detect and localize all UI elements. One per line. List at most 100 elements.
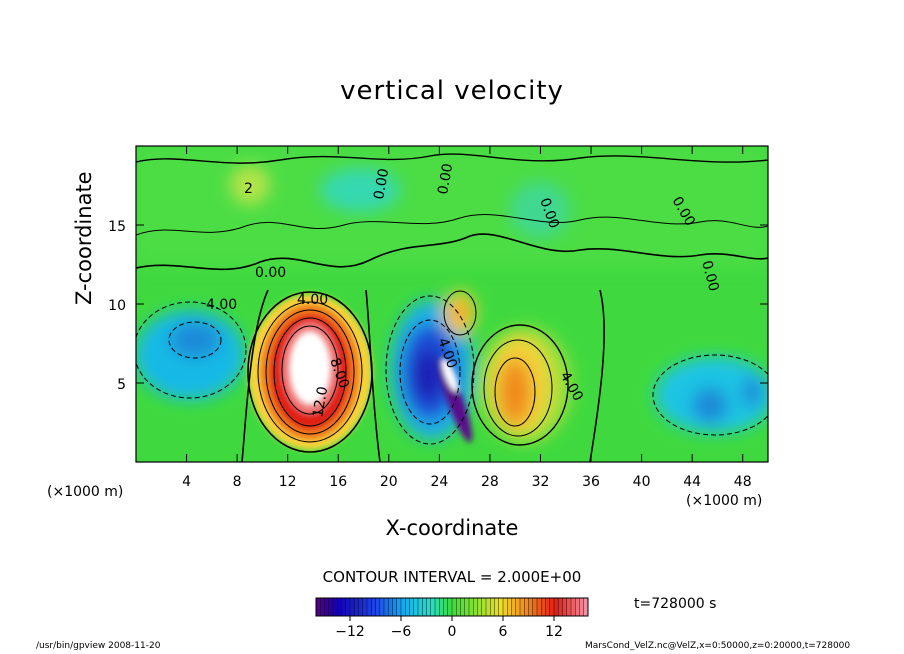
colorbar-cell [379,598,385,616]
colorbar-cell [354,598,359,616]
chart-title: vertical velocity [340,76,564,106]
contour-label: 2 [244,181,253,197]
colorbar-cell [460,598,466,616]
colorbar-cell [507,598,512,616]
x-tick-label: 24 [430,474,448,490]
x-tick-label: 12 [279,474,297,490]
colorbar-tick-label: 12 [545,624,563,640]
colorbar-cell [537,598,542,616]
x-unit-label-left: (×1000 m) [47,484,124,500]
colorbar-cell [486,598,491,616]
colorbar-cell [401,598,406,616]
colorbar-cell [532,598,538,616]
colorbar-cell [520,598,525,616]
contour-label: 4.00 [206,297,237,313]
colorbar-cell [362,598,368,616]
field-area: 4.00 4.00 8.00 12.0 4.00 0.00 0.00 0.00 … [136,146,768,462]
colorbar-cell [515,598,521,616]
colorbar-cell [435,598,440,616]
colorbar-cell [422,598,427,616]
y-tick-label: 15 [108,219,126,235]
colorbar-cell [328,598,334,616]
y-axis-label: Z-coordinate [72,171,96,305]
colorbar-cell [473,598,478,616]
colorbar-cell [439,598,444,616]
colorbar-cell [371,598,376,616]
x-axis-label: X-coordinate [385,516,519,540]
colorbar-cell [324,598,330,616]
colorbar-tick-label: 6 [499,624,508,640]
colorbar-cell [409,598,415,616]
colorbar-cell [583,598,589,616]
colorbar-cell [430,598,436,616]
colorbar-cell [498,598,504,616]
x-tick-label: 36 [582,474,600,490]
colorbar-cell [575,598,580,616]
colorbar-cell [341,598,347,616]
footer-right: MarsCond_VelZ.nc@VelZ,x=0:50000,z=0:2000… [585,641,851,651]
y-axis: 5 10 15 [108,219,768,393]
contour-label: 4.00 [297,292,328,308]
colorbar-cell [566,598,572,616]
colorbar-cell [490,598,495,616]
x-tick-label: 8 [233,474,242,490]
contour-label: 0.00 [371,167,392,200]
colorbar-cell [337,598,342,616]
colorbar-cell [418,598,423,616]
colorbar-cell [469,598,474,616]
colorbar-cell [579,598,585,616]
colorbar-cell [558,598,563,616]
x-axis: 4 8 12 16 20 24 28 32 36 40 44 48 [182,146,752,490]
colorbar-cell [447,598,453,616]
x-tick-label: 4 [182,474,191,490]
colorbar-cell [413,598,419,616]
time-label: t=728000 s [634,596,717,612]
colorbar-cell [350,598,355,616]
colorbar-cell [524,598,529,616]
colorbar-cell [320,598,325,616]
colorbar-tick-label: −6 [391,624,412,640]
colorbar-cell [388,598,393,616]
colorbar-cell [562,598,568,616]
colorbar-tick-label: −12 [335,624,365,640]
x-tick-label: 28 [481,474,499,490]
colorbar-cell [358,598,364,616]
colorbar-cell [426,598,432,616]
contour-label: 12.0 [310,385,331,418]
colorbar-ticks: −12 −6 0 6 12 [335,616,563,640]
colorbar-cell [494,598,500,616]
colorbar-cell [477,598,483,616]
colorbar-cell [367,598,372,616]
x-tick-label: 48 [734,474,752,490]
colorbar-tick-label: 0 [448,624,457,640]
colorbar-cell [375,598,381,616]
colorbar-cell [503,598,508,616]
contour-label: 0.00 [698,259,722,293]
colorbar-cell [549,598,555,616]
colorbar-cell [396,598,402,616]
x-tick-label: 40 [633,474,651,490]
colorbar-cell [452,598,457,616]
colorbar-cell [481,598,487,616]
contour-lines [136,153,768,462]
colorbar-cell [405,598,410,616]
y-tick-label: 10 [108,298,126,314]
colorbar-cell [345,598,351,616]
colorbar-cell [528,598,534,616]
colorbar-cell [511,598,517,616]
colorbar-cell [456,598,461,616]
colorbar-cell [541,598,546,616]
colorbar-cell [443,598,449,616]
colorbar-cell [384,598,389,616]
y-tick-label: 5 [117,377,126,393]
colorbar-cell [464,598,470,616]
x-tick-label: 20 [380,474,398,490]
contour-interval-label: CONTOUR INTERVAL = 2.000E+00 [322,568,582,586]
colorbar [315,597,589,617]
colorbar-cell [316,598,321,616]
x-tick-label: 16 [329,474,347,490]
contour-label: 0.00 [255,265,286,281]
contour-label: 0.00 [435,162,456,195]
footer-left: /usr/bin/gpview 2008-11-20 [36,641,161,651]
